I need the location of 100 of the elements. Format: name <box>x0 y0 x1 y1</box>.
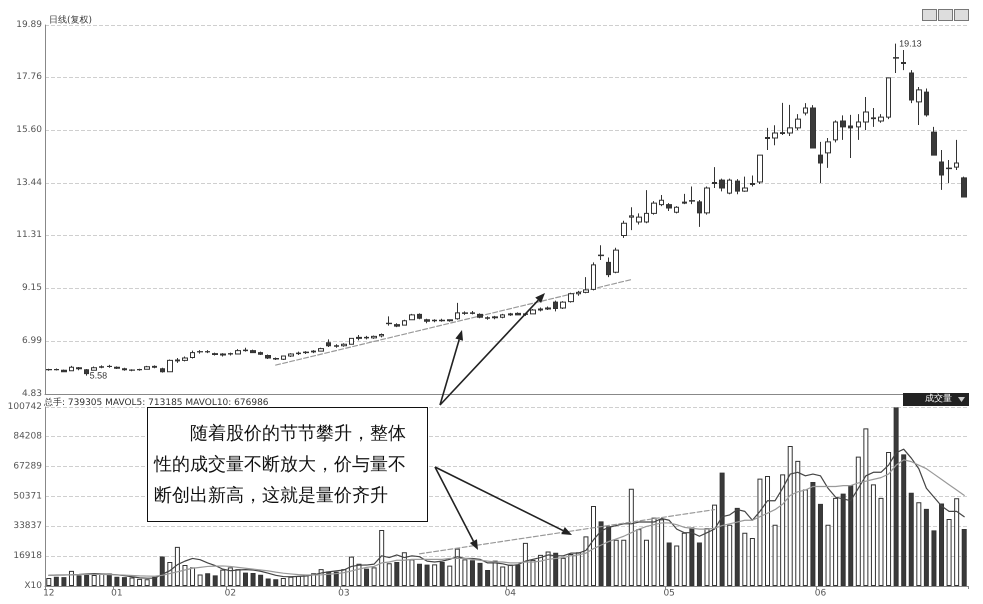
y-tick-label: 17.76 <box>16 72 42 82</box>
y-tick-label: 13.44 <box>16 178 42 188</box>
candlestick <box>924 88 929 118</box>
candlestick <box>424 318 430 324</box>
y-tick-label: 6.99 <box>22 336 42 346</box>
candlestick <box>409 313 415 321</box>
bar <box>92 574 97 586</box>
candlestick <box>712 166 717 188</box>
candlestick <box>757 154 763 185</box>
bar <box>462 559 468 586</box>
candlestick <box>356 334 362 341</box>
candlestick <box>250 349 256 354</box>
bar <box>235 569 240 586</box>
candlestick <box>651 200 657 216</box>
x-tick-label: 05 <box>663 588 675 598</box>
bar <box>795 460 800 586</box>
bar <box>296 576 301 586</box>
bar <box>576 552 581 586</box>
candlestick <box>349 337 354 346</box>
bar <box>954 498 960 586</box>
candlestick <box>258 351 263 356</box>
bar <box>205 573 210 586</box>
y-tick-label: 50371 <box>13 492 42 502</box>
candlestick <box>205 350 210 354</box>
annotation: 总手: 739305 MAVOL5: 713185 MAVOL10: 676986 <box>44 396 269 409</box>
bar <box>742 532 748 586</box>
candlestick <box>682 193 687 205</box>
bar <box>750 538 755 586</box>
candlestick <box>901 49 906 71</box>
bar <box>250 573 256 586</box>
x-tick-label: 03 <box>338 588 350 598</box>
y-tick-label: X10 <box>24 581 42 591</box>
candlestick <box>84 368 89 376</box>
candlestick <box>334 344 339 348</box>
bar <box>727 524 732 586</box>
bar <box>924 508 929 586</box>
bar <box>522 542 528 586</box>
candlestick <box>386 316 392 326</box>
bar <box>652 518 657 586</box>
candlestick <box>288 352 294 358</box>
bar <box>765 476 770 586</box>
candlestick <box>553 300 558 312</box>
candlestick <box>311 350 316 354</box>
candlestick <box>946 160 952 184</box>
bar <box>546 552 551 586</box>
bar <box>659 519 664 586</box>
bar <box>704 528 710 586</box>
candlestick <box>621 220 627 238</box>
candlestick <box>689 186 695 205</box>
candlestick <box>613 247 619 274</box>
bar <box>757 478 762 586</box>
bar <box>182 565 188 586</box>
bar <box>280 578 286 586</box>
candlestick <box>659 194 664 207</box>
bar <box>908 492 914 586</box>
candlestick <box>833 120 838 143</box>
bar <box>810 482 816 586</box>
candlestick <box>583 276 589 294</box>
bar <box>416 564 422 586</box>
candlestick <box>439 318 445 322</box>
candlestick <box>470 310 475 315</box>
candlestick <box>780 102 785 136</box>
candlestick <box>129 368 135 372</box>
candlestick <box>144 365 150 370</box>
bar <box>273 579 278 586</box>
bar <box>228 567 233 586</box>
candlestick <box>931 126 937 156</box>
candlestick <box>76 366 82 371</box>
y-tick-label: 33837 <box>13 520 42 531</box>
candlestick <box>326 338 331 348</box>
bar <box>394 562 400 586</box>
bar <box>402 552 407 586</box>
callout-box: 随着股价的节节攀升，整体性的成交量不断放大，价与量不断创出新高，这就是量价齐升 <box>147 407 428 522</box>
candlestick <box>538 307 543 312</box>
candlestick <box>591 262 596 291</box>
bar <box>478 562 483 586</box>
candlestick <box>772 124 778 146</box>
candlestick <box>697 199 702 228</box>
candlestick <box>137 368 142 372</box>
bar <box>424 564 430 586</box>
bar <box>220 570 226 586</box>
y-tick-label: 11.31 <box>16 230 42 240</box>
candlestick <box>704 186 710 216</box>
candlestick <box>107 364 112 368</box>
bar <box>508 564 513 586</box>
bar <box>372 567 377 586</box>
candlestick <box>810 104 816 148</box>
bar <box>454 548 460 586</box>
bar <box>379 530 384 586</box>
bar <box>878 498 884 586</box>
candlestick <box>735 178 740 195</box>
candlestick <box>477 312 483 319</box>
bar <box>591 506 596 586</box>
candlestick <box>840 114 846 140</box>
candlestick <box>568 292 574 304</box>
candlestick <box>644 190 649 224</box>
y-tick-label: 67289 <box>13 461 42 472</box>
candlestick <box>432 318 437 323</box>
y-tick-label: 9.15 <box>22 283 42 294</box>
candlestick <box>228 352 233 356</box>
